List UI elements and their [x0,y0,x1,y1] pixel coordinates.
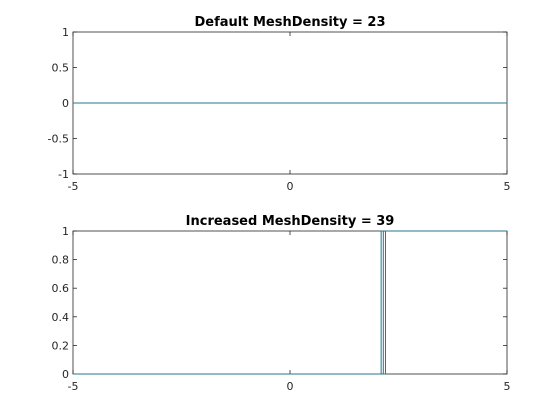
y-tick-label: 1 [62,26,69,39]
y-tick-label: 0.4 [52,311,70,324]
y-tick-label: 0.8 [52,254,70,267]
y-tick-label: 0 [62,368,69,381]
x-tick-label: 0 [287,380,294,393]
y-tick-label: 0.2 [52,339,70,352]
axes-top: -1 -0.5 0 0.5 1 -5 0 5 Default MeshDensity = 23 [48,15,511,193]
y-tick-label: 0.6 [52,282,70,295]
y-tick-label: 0 [62,97,69,110]
chart-title: Default MeshDensity = 23 [194,15,385,30]
y-tick-label: 1 [62,225,69,238]
y-tick-label: -1 [58,168,69,181]
x-tick-label: 5 [504,180,511,193]
series-line [73,230,507,375]
y-tick-label: 0.5 [52,62,70,75]
x-tick-label: -5 [68,180,79,193]
x-tick-label: -5 [68,380,79,393]
y-tick-label: -0.5 [48,133,69,146]
x-tick-label: 5 [504,380,511,393]
axes-box [72,230,508,375]
chart-title: Increased MeshDensity = 39 [186,214,395,229]
x-tick-label: 0 [287,180,294,193]
